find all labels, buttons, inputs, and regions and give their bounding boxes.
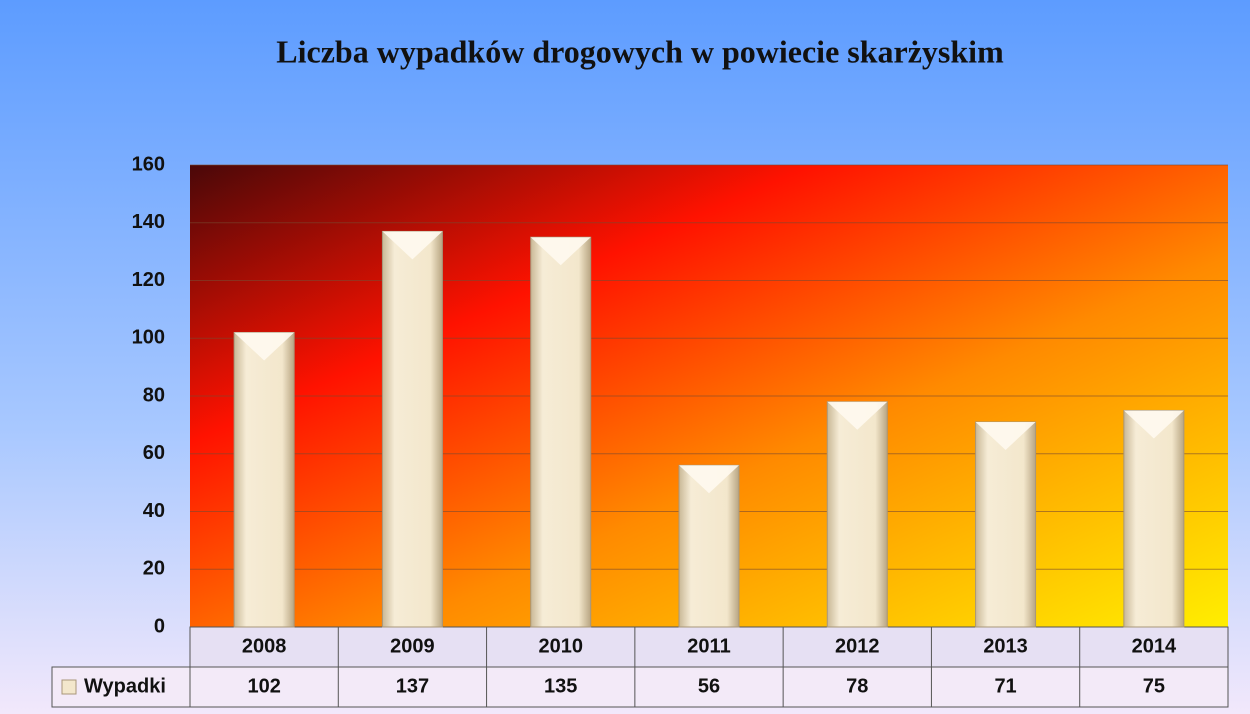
table-row [51,666,1229,708]
x-tick-label: 2012 [835,635,880,657]
bar-bevel [975,421,1036,450]
table-value: 75 [1143,675,1165,697]
table-value: 78 [846,675,868,697]
bar [530,236,592,628]
legend-key [61,679,77,695]
bar [975,421,1037,628]
bar [233,331,295,628]
bar [381,230,443,628]
y-tick-label: 0 [154,615,165,637]
y-tick-label: 160 [132,153,165,175]
y-tick-label: 120 [132,269,165,291]
x-tick-label: 2010 [538,635,583,657]
table-value: 56 [698,675,720,697]
table-value: 71 [994,675,1016,697]
bar [1123,409,1185,628]
x-tick-label: 2009 [390,635,435,657]
x-tick-label: 2013 [983,635,1028,657]
bar-bevel [234,332,295,361]
table-value: 135 [544,675,577,697]
x-tick-label: 2014 [1132,635,1177,657]
y-tick-label: 20 [143,558,165,580]
chart-title: Liczba wypadków drogowych w powiecie ska… [276,33,1004,69]
x-tick-label: 2008 [242,635,287,657]
y-tick-label: 140 [132,211,165,233]
bar-bevel [530,237,591,266]
table-value: 102 [247,675,280,697]
bar [826,401,888,628]
y-tick-label: 80 [143,384,165,406]
legend-label: Wypadki [84,675,166,697]
bar-bevel [1123,410,1184,439]
x-tick-label: 2011 [687,635,730,657]
bar-bevel [382,231,443,260]
y-tick-label: 40 [143,500,165,522]
y-tick-label: 60 [143,442,165,464]
bar-bevel [827,401,888,430]
bar-bevel [679,465,739,494]
y-tick-label: 100 [132,327,165,349]
table-value: 137 [396,675,429,697]
